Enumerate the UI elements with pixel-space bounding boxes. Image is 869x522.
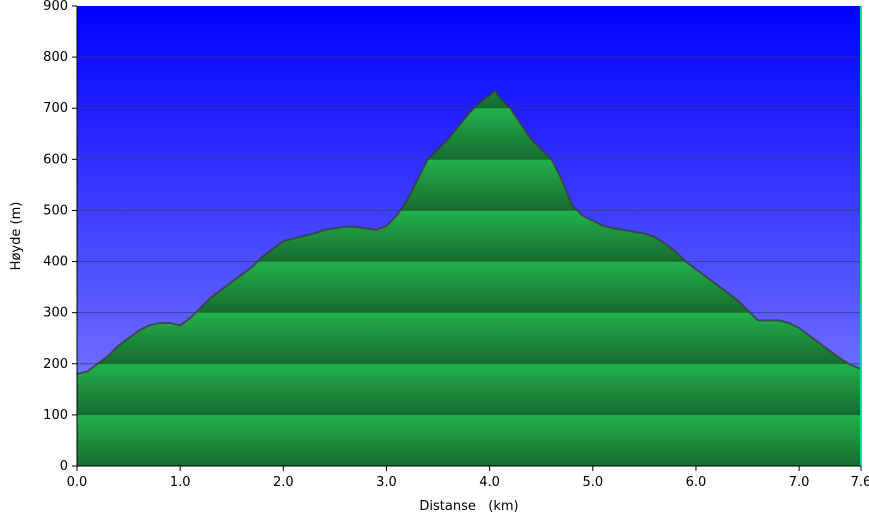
elevation-line bbox=[76, 89, 862, 375]
y-tick-label: 800 bbox=[43, 50, 68, 65]
y-tick-label: 400 bbox=[43, 255, 68, 270]
x-tick-label: 2.0 bbox=[273, 475, 294, 490]
x-tick-label: 7.6 bbox=[851, 475, 869, 490]
y-tick-label: 900 bbox=[43, 0, 68, 14]
y-tick-label: 100 bbox=[43, 408, 68, 423]
y-tick-label: 0 bbox=[60, 459, 68, 474]
x-tick-label: 5.0 bbox=[582, 475, 603, 490]
elevation-area bbox=[77, 90, 861, 466]
x-tick-label: 7.0 bbox=[789, 475, 810, 490]
x-axis-title: Distanse (km) bbox=[419, 499, 518, 514]
x-tick-label: 6.0 bbox=[686, 475, 707, 490]
x-tick-label: 3.0 bbox=[376, 475, 397, 490]
y-tick-label: 500 bbox=[43, 203, 68, 218]
x-tick-label: 4.0 bbox=[479, 475, 500, 490]
y-tick-label: 300 bbox=[43, 306, 68, 321]
y-axis-title: Høyde (m) bbox=[9, 202, 24, 271]
x-tick-label: 0.0 bbox=[67, 475, 88, 490]
y-tick-label: 600 bbox=[43, 152, 68, 167]
y-tick-label: 200 bbox=[43, 357, 68, 372]
y-tick-label: 700 bbox=[43, 101, 68, 116]
x-tick-label: 1.0 bbox=[170, 475, 191, 490]
